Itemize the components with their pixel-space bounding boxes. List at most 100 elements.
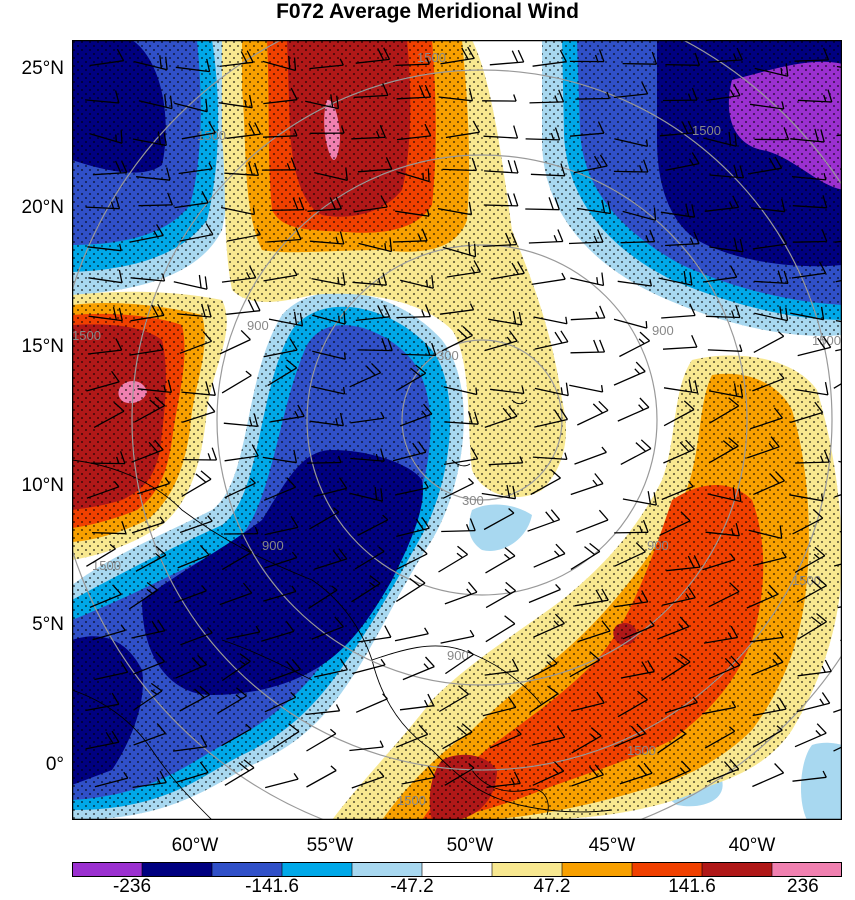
- wind-barb-shaft: [482, 706, 516, 717]
- wind-barb-shaft: [663, 408, 695, 427]
- wind-barb-feather: [286, 163, 291, 171]
- wind-barb-feather: [475, 387, 478, 395]
- lat-label-20n: 20°N: [21, 197, 64, 218]
- wind-barb-shaft: [483, 135, 518, 139]
- wind-barb-feather: [424, 123, 432, 137]
- wind-barb-shaft: [707, 493, 741, 503]
- wind-barb-shaft: [662, 597, 696, 606]
- wind-barb-shaft: [89, 593, 122, 609]
- wind-barb-feather: [504, 547, 516, 557]
- wind-barb-feather: [630, 725, 641, 737]
- wind-barb-feather: [424, 304, 432, 317]
- wind-barb-shaft: [268, 318, 303, 327]
- wind-barb-feather: [593, 339, 600, 353]
- wind-barb-feather: [156, 224, 164, 236]
- wind-barb-shaft: [174, 102, 208, 113]
- wind-barb-feather: [592, 479, 598, 486]
- wind-barb-feather: [505, 232, 512, 246]
- wind-barb-feather: [409, 577, 421, 587]
- wind-barb-feather: [559, 49, 567, 63]
- wind-barb-shaft: [797, 621, 827, 640]
- wind-barb-shaft: [571, 702, 605, 712]
- wind-barb-shaft: [445, 653, 474, 675]
- wind-barb-shaft: [796, 585, 827, 603]
- wind-barb-feather: [156, 723, 166, 734]
- wind-barb-shaft: [753, 280, 789, 285]
- wind-barb-feather: [812, 508, 824, 519]
- wind-barb-feather: [739, 238, 744, 252]
- wind-barb-shaft: [138, 100, 173, 110]
- wind-barb-shaft: [570, 550, 601, 570]
- wind-barb-feather: [235, 694, 242, 700]
- wind-barb-shaft: [620, 448, 652, 465]
- wind-barb-shaft: [571, 735, 602, 754]
- wind-barb-shaft: [312, 350, 346, 360]
- wind-barb-feather: [375, 453, 379, 461]
- wind-barb-feather: [291, 658, 302, 670]
- wind-barb-shaft: [526, 662, 558, 680]
- wind-barb-feather: [730, 553, 736, 560]
- wind-barb-shaft: [395, 63, 430, 67]
- wind-barb-feather: [198, 274, 202, 288]
- wind-barb-feather: [163, 384, 167, 392]
- wind-barb-shaft: [395, 733, 428, 748]
- wind-barb-shaft: [395, 582, 426, 602]
- wind-barb-shaft: [792, 776, 827, 782]
- wind-barb-feather: [207, 453, 212, 461]
- wind-barb-feather: [291, 585, 297, 592]
- wind-barb-shaft: [400, 279, 434, 289]
- wind-barb-feather: [205, 98, 208, 112]
- wind-barb-feather: [201, 585, 207, 592]
- wind-barb-shaft: [263, 590, 297, 602]
- wind-barb-feather: [247, 299, 255, 312]
- wind-barb-shaft: [794, 59, 829, 62]
- wind-barb-shaft: [131, 521, 165, 534]
- wind-barb-feather: [244, 99, 247, 107]
- wind-barb-feather: [120, 660, 129, 673]
- wind-barb-feather: [412, 442, 421, 455]
- wind-barb-feather: [601, 588, 609, 601]
- wind-barb-shaft: [665, 162, 700, 171]
- wind-barb-shaft: [614, 601, 648, 608]
- wind-barb-feather: [722, 440, 734, 450]
- wind-barb-feather: [597, 121, 605, 134]
- wind-barb-shaft: [752, 243, 787, 250]
- wind-barb-shaft: [396, 372, 427, 392]
- wind-barb-feather: [197, 654, 208, 666]
- lon-label-50w: 50°W: [446, 835, 494, 856]
- wind-barb-feather: [692, 696, 698, 703]
- wind-barb-shaft: [485, 590, 516, 609]
- wind-barb-feather: [111, 730, 120, 743]
- wind-barb-shaft: [530, 477, 561, 496]
- wind-barb-shaft: [702, 276, 737, 283]
- wind-barb-shaft: [752, 729, 783, 748]
- wind-barb-feather: [472, 120, 481, 133]
- wind-barb-shaft: [264, 696, 296, 713]
- wind-barb-feather: [245, 370, 252, 377]
- wind-barb-feather: [554, 331, 563, 344]
- wind-barb-feather: [163, 132, 167, 146]
- wind-barb-shaft: [791, 272, 826, 279]
- wind-barb-feather: [427, 168, 430, 182]
- wind-barb-feather: [779, 306, 783, 320]
- wind-barb-shaft: [794, 555, 826, 573]
- colorbar-cell: [561, 862, 633, 877]
- wind-barb-shaft: [175, 664, 207, 679]
- wind-barb-shaft: [175, 771, 209, 784]
- wind-barb-feather: [679, 653, 691, 663]
- wind-barb-feather: [653, 492, 657, 506]
- wind-barb-shaft: [224, 455, 259, 462]
- wind-barb-feather: [732, 195, 740, 208]
- wind-barb-feather: [380, 411, 385, 419]
- wind-barb-feather: [426, 57, 430, 65]
- wind-barb-feather: [345, 167, 348, 181]
- wind-barbs: [85, 46, 842, 789]
- wind-barb-feather: [425, 656, 435, 668]
- wind-barb-feather: [335, 704, 341, 712]
- wind-barb-feather: [821, 229, 828, 242]
- wind-barb-shaft: [790, 312, 824, 321]
- wind-barb-feather: [554, 197, 560, 210]
- wind-barb-shaft: [396, 553, 428, 570]
- wind-barb-feather: [553, 620, 560, 627]
- wind-barb-shaft: [85, 99, 119, 104]
